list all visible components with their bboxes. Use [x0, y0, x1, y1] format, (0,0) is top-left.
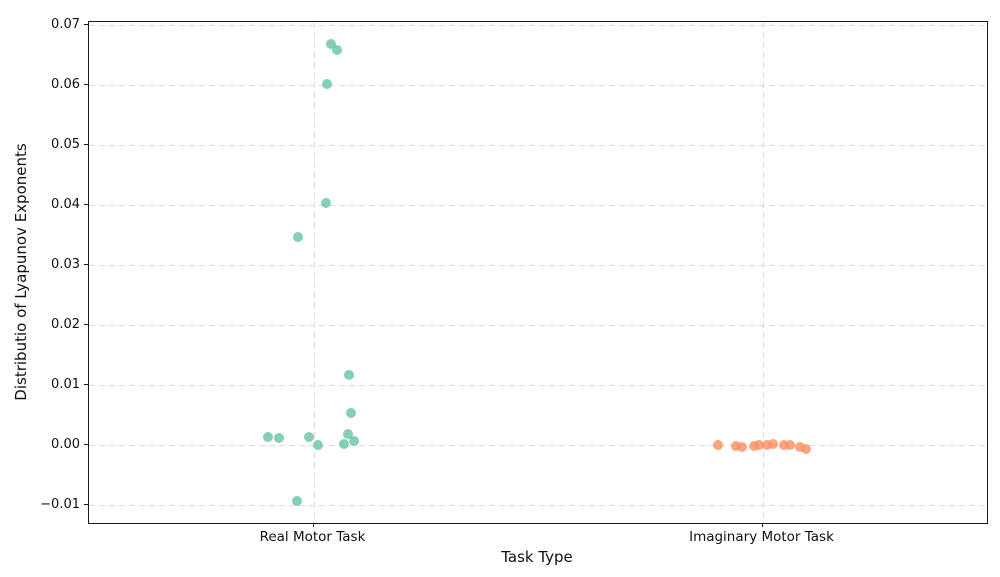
data-point-real — [343, 429, 353, 440]
y-tick-label: 0.03 — [51, 257, 80, 272]
data-point-imaginary — [762, 440, 772, 450]
data-point-imaginary — [754, 440, 764, 450]
y-tick-mark — [84, 444, 88, 445]
gridline-horizontal — [89, 85, 987, 86]
y-tick-mark — [84, 84, 88, 85]
y-tick-mark — [84, 504, 88, 505]
gridline-horizontal — [89, 145, 987, 146]
data-point-real — [346, 408, 356, 419]
y-axis-label: Distributio of Lyapunov Exponents — [12, 143, 30, 401]
gridline-horizontal — [89, 505, 987, 506]
data-point-real — [304, 432, 314, 443]
y-tick-mark — [84, 24, 88, 25]
data-point-real — [322, 78, 332, 89]
gridline-horizontal — [89, 25, 987, 26]
gridline-horizontal — [89, 445, 987, 446]
y-tick-mark — [84, 324, 88, 325]
data-point-real — [313, 440, 323, 450]
gridline-horizontal — [89, 325, 987, 326]
data-point-real — [274, 432, 284, 443]
data-point-real — [339, 438, 349, 449]
data-point-imaginary — [713, 440, 723, 450]
data-point-real — [332, 45, 342, 56]
y-tick-label: 0.01 — [51, 377, 80, 392]
gridline-horizontal — [89, 385, 987, 386]
data-point-imaginary — [795, 441, 805, 452]
y-tick-label: −0.01 — [40, 497, 80, 512]
data-point-imaginary — [801, 444, 811, 455]
data-point-real — [349, 435, 359, 446]
y-tick-label: 0.06 — [51, 77, 80, 92]
data-point-imaginary — [737, 441, 747, 452]
y-tick-mark — [84, 264, 88, 265]
data-point-imaginary — [785, 440, 795, 450]
data-point-imaginary — [768, 438, 778, 449]
y-tick-mark — [84, 144, 88, 145]
gridline-horizontal — [89, 205, 987, 206]
x-tick-label: Real Motor Task — [259, 529, 366, 545]
data-point-real — [263, 432, 273, 443]
x-tick-mark — [312, 523, 314, 527]
y-tick-mark — [84, 384, 88, 385]
y-tick-label: 0.00 — [51, 437, 80, 452]
y-tick-label: 0.02 — [51, 317, 80, 332]
gridline-horizontal — [89, 265, 987, 266]
y-tick-label: 0.04 — [51, 197, 80, 212]
gridline-vertical — [313, 22, 315, 523]
data-point-real — [326, 39, 336, 50]
y-tick-mark — [84, 204, 88, 205]
x-axis-label: Task Type — [501, 548, 573, 566]
data-point-imaginary — [731, 441, 741, 452]
data-point-real — [344, 369, 354, 380]
data-point-real — [292, 495, 302, 506]
x-tick-label: Imaginary Motor Task — [689, 529, 834, 545]
plot-area — [88, 21, 988, 524]
x-tick-mark — [761, 523, 763, 527]
gridline-vertical — [762, 22, 764, 523]
y-tick-label: 0.07 — [51, 17, 80, 32]
data-point-real — [293, 231, 303, 242]
data-point-real — [321, 198, 331, 209]
y-tick-label: 0.05 — [51, 137, 80, 152]
data-point-imaginary — [779, 440, 789, 450]
